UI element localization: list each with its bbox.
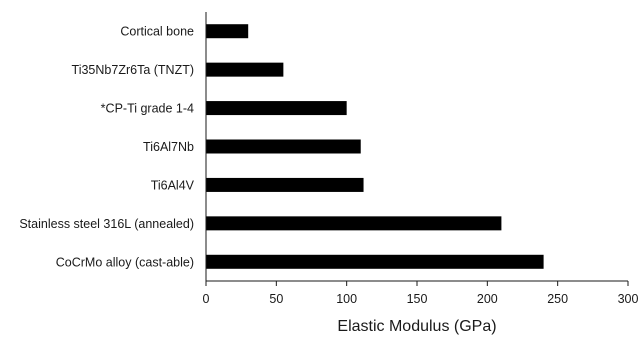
x-axis-ticks: 0 50 100 150 200 250 300 — [203, 281, 639, 306]
category-labels: Cortical bone Ti35Nb7Zr6Ta (TNZT) *CP-Ti g… — [19, 25, 194, 270]
category-label: *CP-Ti grade 1-4 — [101, 102, 194, 116]
x-tick-label: 150 — [407, 292, 428, 306]
category-label: CoCrMo alloy (cast-able) — [56, 255, 194, 269]
category-label: Cortical bone — [120, 25, 194, 39]
category-label: Ti6Al4V — [151, 178, 195, 192]
bar-1 — [206, 62, 284, 77]
x-tick-label: 200 — [477, 292, 498, 306]
x-axis-title: Elastic Modulus (GPa) — [337, 318, 496, 335]
bars-group — [206, 24, 544, 269]
category-label: Ti6Al7Nb — [143, 140, 194, 154]
x-tick-label: 300 — [618, 292, 639, 306]
category-label: Stainless steel 316L (annealed) — [19, 217, 194, 231]
bar-0 — [206, 24, 249, 39]
category-label: Ti35Nb7Zr6Ta (TNZT) — [72, 63, 194, 77]
bar-6 — [206, 254, 544, 269]
bar-2 — [206, 101, 347, 116]
bar-5 — [206, 216, 502, 231]
bar-4 — [206, 177, 364, 192]
x-tick-label: 250 — [547, 292, 568, 306]
x-tick-label: 100 — [336, 292, 357, 306]
x-tick-label: 0 — [203, 292, 210, 306]
bar-3 — [206, 139, 361, 154]
x-tick-label: 50 — [269, 292, 283, 306]
